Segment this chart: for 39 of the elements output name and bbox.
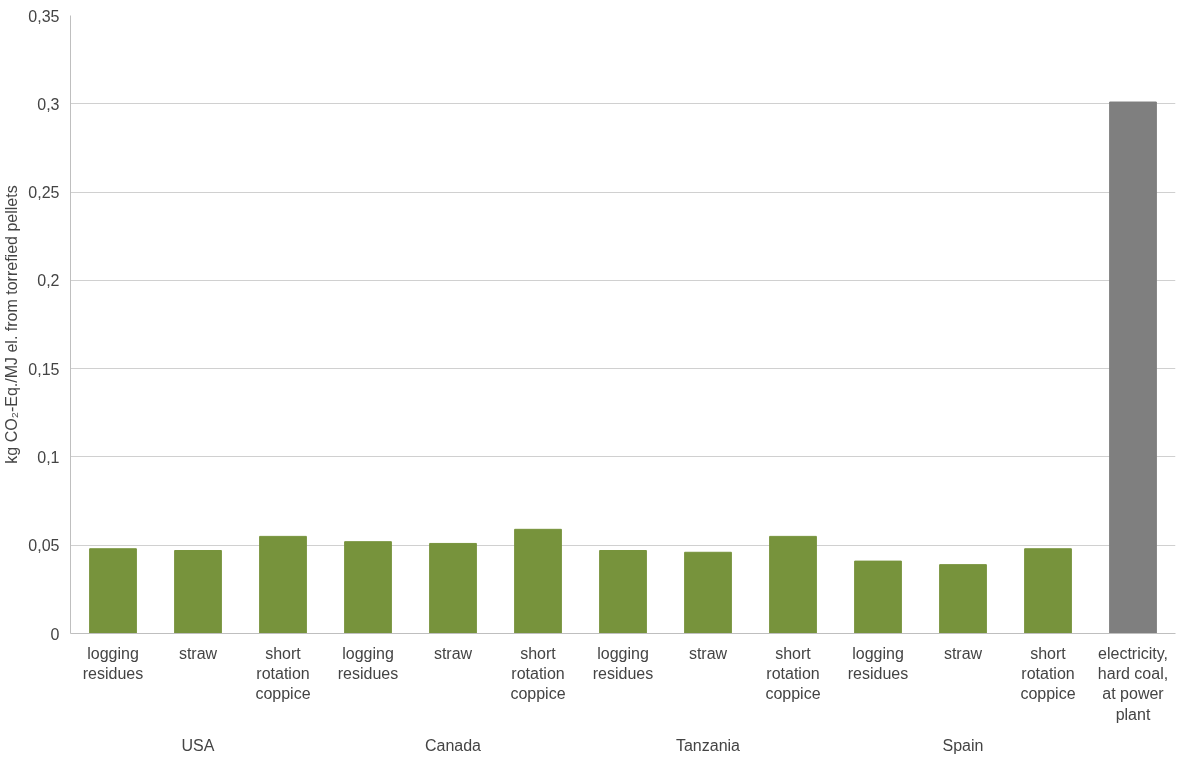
x-tick-label: short rotation coppice: [765, 644, 821, 703]
x-tick-label: straw: [178, 644, 218, 662]
bar: [514, 528, 562, 634]
x-tick-label: logging residues: [847, 644, 909, 682]
bar: [939, 564, 987, 634]
x-tick-label: short rotation coppice: [510, 644, 566, 703]
y-tick-label: 0,2: [37, 272, 60, 290]
y-tick-label: 0,3: [37, 95, 60, 113]
x-tick-label: short rotation coppice: [255, 644, 311, 703]
text: USA: [181, 736, 215, 754]
bar: [259, 535, 307, 634]
x-tick-label: logging residues: [592, 644, 654, 682]
bar: [429, 542, 477, 634]
x-tick-label: electricity, hard coal, at power plant: [1097, 644, 1169, 723]
text: Tanzania: [675, 736, 741, 754]
x-tick-label: straw: [943, 644, 983, 662]
bar: [1109, 101, 1157, 634]
x-tick-label: straw: [433, 644, 473, 662]
y-tick-label: 0: [50, 625, 60, 643]
x-tick-label: straw: [688, 644, 728, 662]
x-tick-label: logging residues: [82, 644, 144, 682]
x-tick-label: short rotation coppice: [1020, 644, 1076, 703]
y-tick-label: 0,15: [28, 360, 60, 378]
bar: [854, 560, 902, 634]
bar: [684, 551, 732, 634]
y-tick-label: 0,05: [28, 537, 60, 555]
y-tick-label: 0,25: [28, 184, 60, 202]
x-tick-label: logging residues: [337, 644, 399, 682]
bar: [599, 550, 647, 634]
bar: [174, 550, 222, 634]
y-tick-label: 0,35: [28, 7, 60, 25]
bar: [89, 548, 137, 634]
bar: [769, 535, 817, 634]
y-axis-title: kg CO₂-Eq./MJ el. from torrefied pellets: [3, 185, 21, 464]
text: Spain: [942, 736, 984, 754]
text: Canada: [424, 736, 482, 754]
bar: [344, 541, 392, 634]
y-tick-label: 0,1: [37, 448, 60, 466]
bar: [1024, 548, 1072, 634]
